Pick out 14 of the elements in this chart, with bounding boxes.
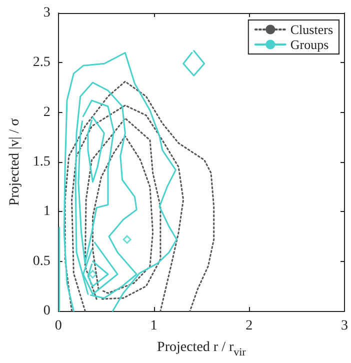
x-tick-label: 0	[54, 318, 62, 334]
y-tick-label: 1.5	[32, 154, 50, 170]
y-tick-label: 1	[43, 204, 50, 220]
y-tick-label: 2.5	[32, 55, 50, 70]
x-tick-label: 1	[150, 318, 158, 334]
y-axis-title: Projected |v| / σ	[8, 118, 22, 206]
y-tick-label: 0.5	[32, 254, 50, 269]
y-tick-label: 3	[43, 6, 50, 20]
legend-label: Groups	[290, 37, 329, 52]
y-tick-label: 0	[43, 304, 50, 318]
y-tick-label: 2	[43, 104, 50, 120]
legend-label: Clusters	[290, 22, 334, 37]
x-tick-label: 2	[246, 318, 253, 334]
x-tick-label: 3	[341, 318, 348, 334]
